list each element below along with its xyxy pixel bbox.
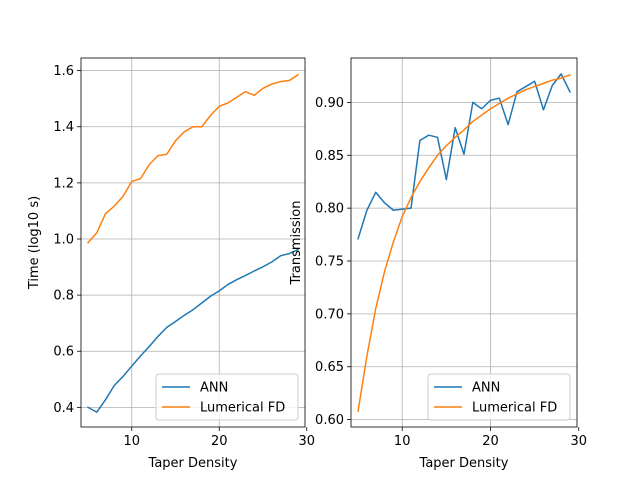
- y-tick-label: 0.4: [53, 401, 74, 416]
- y-tick-label: 0.80: [315, 202, 344, 217]
- x-tick-label: 30: [570, 434, 587, 449]
- y-tick-label: 0.75: [315, 255, 344, 270]
- y-tick-label: 1.6: [53, 64, 74, 79]
- x-tick-label: 20: [482, 434, 499, 449]
- legend-label: ANN: [200, 381, 228, 396]
- legend: ANN Lumerical FD: [427, 373, 571, 421]
- chart-panel-right: 10 20 300.600.650.700.750.800.850.90Taper …: [289, 57, 587, 471]
- x-axis-label: Taper Density: [148, 456, 238, 471]
- y-tick-label: 0.6: [53, 345, 74, 360]
- y-tick-label: 0.85: [315, 149, 344, 164]
- legend-label: Lumerical FD: [472, 401, 557, 416]
- series-line-ann: [357, 73, 571, 240]
- legend-label: ANN: [472, 381, 500, 396]
- legend-label: Lumerical FD: [200, 401, 285, 416]
- y-axis-label: Transmission: [289, 201, 304, 286]
- series-line-ann: [86, 248, 299, 413]
- y-tick-label: 1.2: [53, 176, 74, 191]
- x-tick-label: 30: [298, 434, 315, 449]
- y-tick-label: 0.70: [315, 307, 344, 322]
- y-tick-label: 0.90: [315, 96, 344, 111]
- x-tick-label: 10: [123, 434, 140, 449]
- series-line-lumerical-fd: [357, 73, 571, 412]
- x-axis-label: Taper Density: [419, 456, 509, 471]
- legend: ANN Lumerical FD: [155, 373, 299, 421]
- x-tick-label: 20: [211, 434, 228, 449]
- plot-frame: [80, 57, 306, 428]
- series-line-lumerical-fd: [86, 73, 300, 244]
- legend-box: [427, 373, 571, 421]
- y-axis-label: Time (log10 s): [27, 196, 42, 290]
- chart-panel-left: 10 20 30 0.4 0.6 0.8 1.0 1.2 1.4 1.6 Taper Density…: [27, 57, 315, 471]
- y-tick-label: 0.8: [53, 289, 74, 304]
- legend-box: [155, 373, 299, 421]
- plot-frame: [350, 57, 578, 428]
- y-tick-label: 1.0: [53, 232, 74, 247]
- y-tick-label: 0.60: [315, 413, 344, 428]
- x-tick-label: 10: [394, 434, 411, 449]
- y-tick-label: 1.4: [53, 120, 74, 135]
- y-tick-label: 0.65: [315, 360, 344, 375]
